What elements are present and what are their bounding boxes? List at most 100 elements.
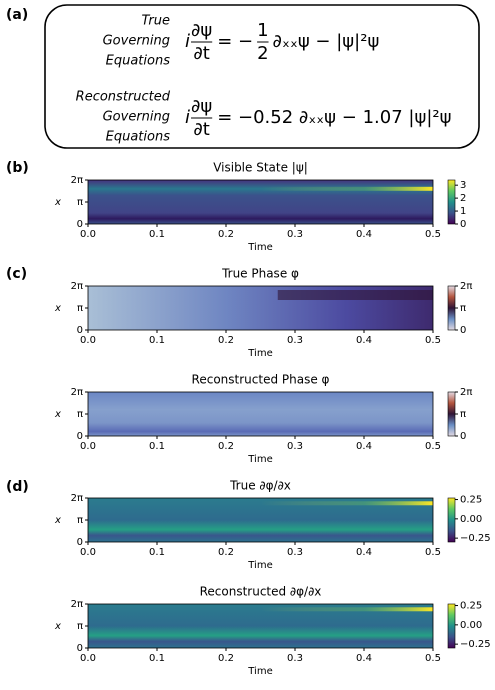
x-tick-label: 0.1	[149, 441, 165, 452]
equation-rhs: ∂ₓₓψ − |ψ|²ψ	[273, 31, 380, 52]
y-axis-label: x	[54, 621, 61, 632]
y-tick-label: 2π	[71, 175, 83, 186]
x-tick-label: 0.4	[356, 229, 372, 240]
colorbar-tick-label: 3	[460, 180, 466, 191]
x-axis-label: Time	[247, 242, 272, 253]
x-tick-label: 0.0	[80, 229, 96, 240]
heatmap	[88, 180, 433, 224]
colorbar-tick-label: 0.25	[460, 495, 482, 506]
colorbar	[447, 285, 456, 331]
y-tick-label: π	[77, 621, 83, 632]
panel-label: (d)	[6, 479, 29, 495]
equation-label: Governing	[103, 34, 170, 49]
colorbar	[447, 603, 456, 649]
heatmap	[88, 498, 433, 542]
y-tick-label: π	[77, 197, 83, 208]
equation-label: True	[141, 14, 170, 29]
plot-title: True Phase φ	[221, 267, 299, 281]
x-tick-label: 0.4	[356, 653, 372, 664]
x-tick-label: 0.2	[218, 335, 234, 346]
x-tick-label: 0.2	[218, 547, 234, 558]
panel-label: (b)	[6, 160, 29, 176]
x-tick-label: 0.3	[287, 653, 303, 664]
panel-label: (c)	[6, 266, 27, 282]
colorbar-tick-label: −0.25	[460, 639, 491, 650]
colorbar-tick-label: 1	[460, 206, 466, 217]
y-tick-label: 0	[77, 325, 83, 336]
panel-label: (a)	[6, 7, 28, 23]
colorbar-tick-label: 0	[460, 325, 466, 336]
x-tick-label: 0.5	[425, 441, 441, 452]
colorbar-tick-label: 2	[460, 193, 466, 204]
x-tick-label: 0.5	[425, 547, 441, 558]
x-tick-label: 0.0	[80, 441, 96, 452]
y-tick-label: 0	[77, 537, 83, 548]
x-axis-label: Time	[247, 348, 272, 359]
equation-label: Equations	[106, 54, 171, 69]
fraction-numerator: ∂ψ	[191, 20, 212, 41]
equation-prefix: i	[185, 107, 190, 128]
x-tick-label: 0.3	[287, 547, 303, 558]
x-tick-label: 0.1	[149, 653, 165, 664]
equation-label: Reconstructed	[76, 90, 171, 105]
heatmap-feature	[260, 186, 433, 191]
x-tick-label: 0.5	[425, 335, 441, 346]
y-axis-label: x	[54, 197, 61, 208]
equation-box	[44, 4, 480, 149]
x-tick-label: 0.0	[80, 335, 96, 346]
fraction-numerator: 1	[257, 20, 268, 41]
colorbar-tick-label: −0.25	[460, 533, 491, 544]
y-tick-label: π	[77, 515, 83, 526]
plot-title: Reconstructed Phase φ	[192, 373, 330, 387]
heatmap-feature	[277, 290, 433, 300]
colorbar-tick-label: 2π	[460, 281, 472, 292]
y-tick-label: 2π	[71, 281, 83, 292]
x-tick-label: 0.2	[218, 653, 234, 664]
colorbar-tick-label: 0.00	[460, 620, 482, 631]
x-tick-label: 0.3	[287, 229, 303, 240]
colorbar-tick-label: 0.25	[460, 601, 482, 612]
x-tick-label: 0.0	[80, 653, 96, 664]
y-tick-label: π	[77, 409, 83, 420]
x-tick-label: 0.2	[218, 441, 234, 452]
heatmap-feature	[260, 607, 433, 612]
y-tick-label: 0	[77, 219, 83, 230]
y-tick-label: 2π	[71, 599, 83, 610]
equation-label: Equations	[106, 130, 171, 145]
y-tick-label: 2π	[71, 493, 83, 504]
colorbar	[447, 179, 456, 225]
x-tick-label: 0.2	[218, 229, 234, 240]
colorbar-tick-label: π	[460, 409, 466, 420]
fraction-denominator: ∂t	[193, 119, 209, 140]
x-tick-label: 0.4	[356, 335, 372, 346]
x-tick-label: 0.4	[356, 547, 372, 558]
colorbar-tick-label: 0.00	[460, 514, 482, 525]
heatmap	[88, 604, 433, 648]
x-tick-label: 0.1	[149, 229, 165, 240]
x-axis-label: Time	[247, 666, 272, 677]
x-tick-label: 0.5	[425, 653, 441, 664]
x-tick-label: 0.5	[425, 229, 441, 240]
x-tick-label: 0.3	[287, 441, 303, 452]
fraction-denominator: 2	[257, 43, 268, 64]
fraction-numerator: ∂ψ	[191, 96, 212, 117]
equation-rhs: = −0.52 ∂ₓₓψ − 1.07 |ψ|²ψ	[217, 107, 451, 128]
colorbar-tick-label: 2π	[460, 387, 472, 398]
x-tick-label: 0.0	[80, 547, 96, 558]
heatmap-feature	[260, 501, 433, 506]
equation-label: Governing	[103, 110, 170, 125]
x-tick-label: 0.1	[149, 335, 165, 346]
equation-prefix: i	[185, 31, 190, 52]
y-tick-label: 2π	[71, 387, 83, 398]
colorbar	[447, 497, 456, 543]
colorbar-tick-label: 0	[460, 431, 466, 442]
x-tick-label: 0.4	[356, 441, 372, 452]
plot-title: Reconstructed ∂φ/∂x	[200, 585, 322, 599]
colorbar-tick-label: 0	[460, 219, 466, 230]
colorbar-tick-label: π	[460, 303, 466, 314]
plot-title: True ∂φ/∂x	[229, 479, 291, 493]
y-axis-label: x	[54, 303, 61, 314]
plot-title: Visible State |ψ|	[213, 161, 308, 175]
y-tick-label: 0	[77, 431, 83, 442]
equation-rhs: = −	[217, 31, 253, 52]
